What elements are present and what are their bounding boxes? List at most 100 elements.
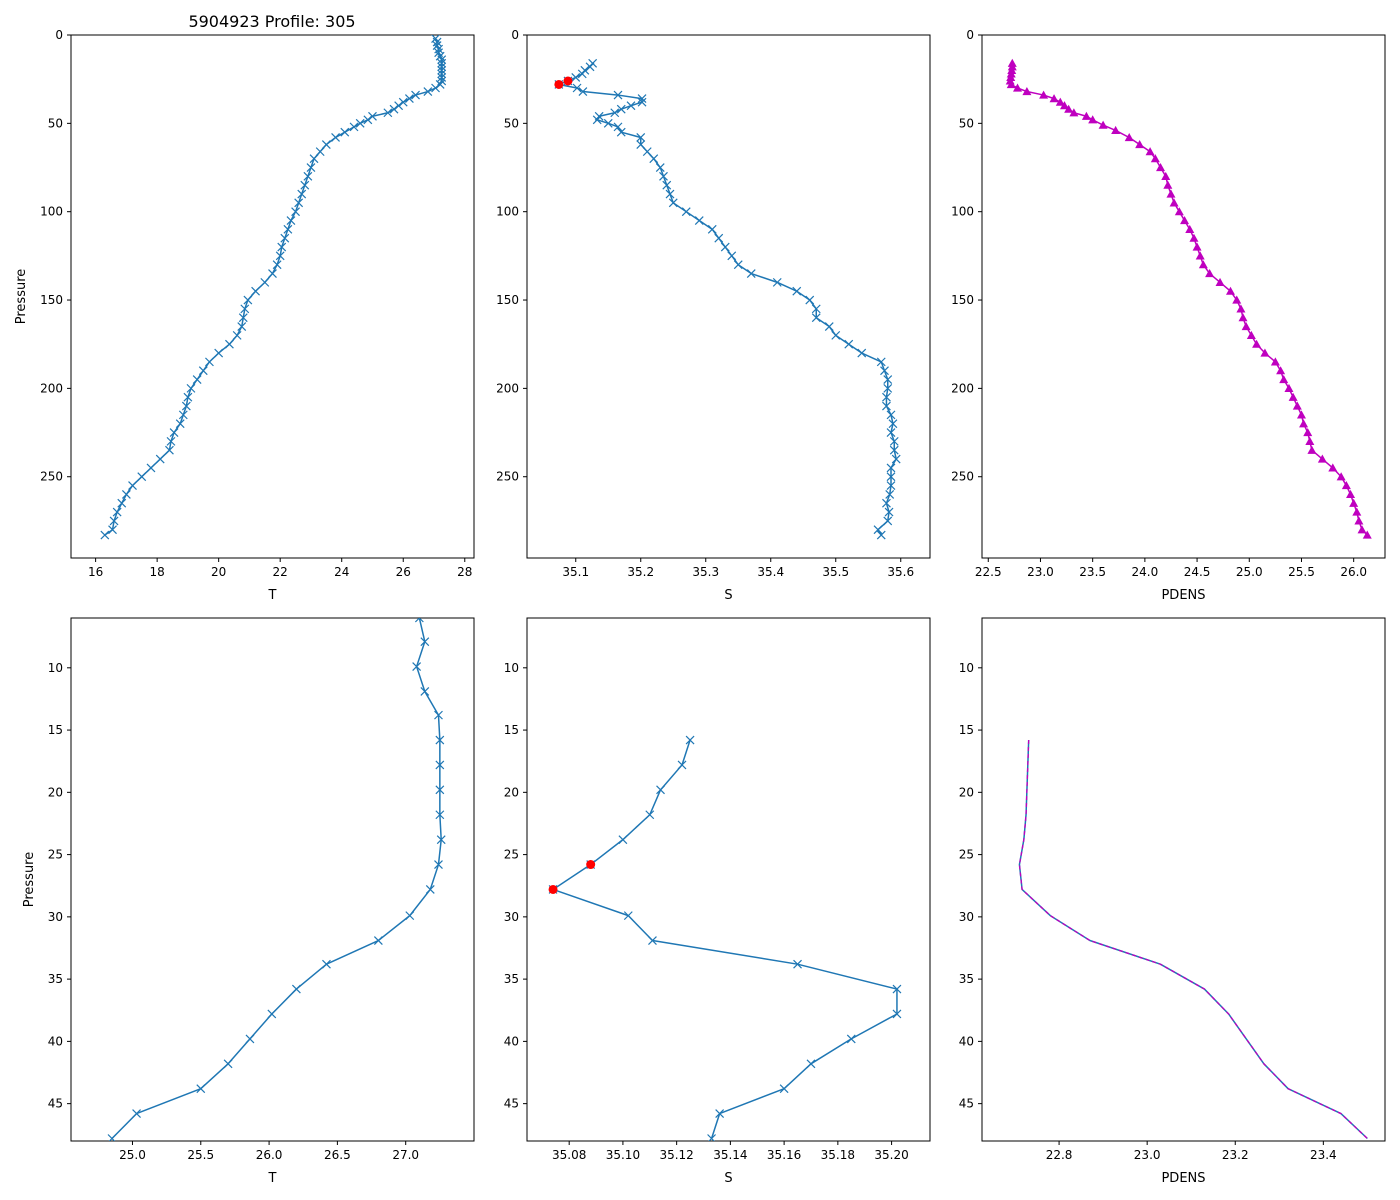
data-layer xyxy=(107,618,446,1141)
data-point xyxy=(1296,410,1306,419)
data-point xyxy=(888,419,898,429)
y-tick-label: 30 xyxy=(48,910,63,924)
y-tick-label: 200 xyxy=(951,381,974,395)
charts-container: 16 18 20 22 24 26 28050100150200250TPressure35… xyxy=(14,28,1386,1186)
data-point xyxy=(155,454,165,464)
series-line xyxy=(111,618,442,1140)
y-tick-label: 0 xyxy=(55,28,63,42)
data-point xyxy=(636,140,646,149)
x-axis-label: T xyxy=(268,1171,277,1186)
data-point xyxy=(260,277,270,287)
data-point xyxy=(572,83,582,93)
data-point xyxy=(434,710,443,720)
x-tick-label: 18 xyxy=(149,565,164,579)
data-point xyxy=(626,101,636,111)
data-point xyxy=(1305,436,1315,445)
data-point xyxy=(1059,101,1069,110)
data-point xyxy=(623,911,633,921)
data-point xyxy=(1232,295,1242,304)
chart-top-t: 16 18 20 22 24 26 28 0 50 100 150 200 250 T Pressure xyxy=(14,28,475,603)
data-point xyxy=(137,472,147,482)
data-point xyxy=(214,348,224,358)
data-point xyxy=(435,810,445,820)
data-point xyxy=(1135,140,1145,149)
x-tick-label: 23.2 xyxy=(1222,1148,1249,1162)
x-tick-label: 26.0 xyxy=(256,1148,283,1162)
data-point xyxy=(883,383,893,393)
chart-bottom-pdens: 22.8 23.0 23.2 23.4 10 15 20 25 30 35 40 45 PDENS xyxy=(959,617,1386,1186)
data-point xyxy=(291,207,300,217)
data-point xyxy=(1225,286,1235,295)
data-point xyxy=(677,760,687,770)
data-point xyxy=(436,835,446,845)
x-axis-label: S xyxy=(724,1171,732,1186)
data-point xyxy=(108,525,117,535)
data-point xyxy=(1349,498,1359,507)
data-point xyxy=(275,251,285,261)
x-tick-label: 23.0 xyxy=(1134,1148,1161,1162)
data-point xyxy=(746,269,756,278)
y-tick-label: 10 xyxy=(48,661,63,675)
data-point xyxy=(186,383,196,393)
data-point xyxy=(892,984,902,994)
data-point xyxy=(665,189,675,199)
y-tick-label: 25 xyxy=(504,848,519,862)
y-tick-label: 45 xyxy=(959,1097,974,1111)
data-point xyxy=(1346,489,1356,498)
data-point xyxy=(196,1084,206,1094)
data-point xyxy=(645,810,655,820)
x-tick-label: 24.5 xyxy=(1184,565,1211,579)
data-point xyxy=(886,481,896,490)
data-point xyxy=(648,936,657,945)
plot-area xyxy=(70,34,475,559)
data-point xyxy=(656,785,665,795)
x-tick-label: 22.5 xyxy=(975,565,1002,579)
data-point xyxy=(286,216,296,225)
data-point xyxy=(1236,304,1246,313)
flag-point xyxy=(554,79,564,89)
data-point xyxy=(891,454,901,464)
data-point xyxy=(824,322,834,331)
data-layer xyxy=(1018,740,1368,1140)
y-tick-label: 20 xyxy=(504,785,519,799)
data-layer xyxy=(554,58,901,540)
data-point xyxy=(1174,207,1184,216)
data-point xyxy=(192,375,202,384)
data-point xyxy=(618,835,628,845)
data-point xyxy=(613,122,623,132)
data-point xyxy=(232,330,242,340)
data-point xyxy=(100,530,110,540)
x-tick-label: 35.12 xyxy=(659,1148,693,1162)
data-point xyxy=(578,87,588,96)
y-tick-label: 20 xyxy=(48,785,63,799)
data-point xyxy=(1276,366,1286,375)
x-tick-label: 26.0 xyxy=(1340,565,1367,579)
data-point xyxy=(707,1134,716,1141)
data-point xyxy=(181,401,191,411)
data-point xyxy=(806,1059,816,1069)
data-point xyxy=(655,163,665,172)
x-tick-label: 35.5 xyxy=(822,565,849,579)
y-tick-label: 150 xyxy=(496,293,519,307)
y-tick-label: 100 xyxy=(951,205,974,219)
x-tick-label: 35.3 xyxy=(692,565,719,579)
x-tick-label: 35.20 xyxy=(874,1148,908,1162)
figure-title: 5904923 Profile: 305 xyxy=(188,12,355,31)
y-axis-label: Pressure xyxy=(22,852,37,908)
data-point xyxy=(616,127,626,137)
x-axis-label: T xyxy=(268,588,277,603)
data-point xyxy=(175,419,185,429)
data-point xyxy=(882,498,891,508)
data-point xyxy=(331,133,340,142)
data-point xyxy=(1189,233,1199,242)
data-point xyxy=(405,911,415,921)
y-tick-label: 50 xyxy=(48,116,63,130)
data-point xyxy=(394,101,404,111)
data-point xyxy=(309,154,319,164)
data-point xyxy=(389,104,399,114)
data-point xyxy=(300,180,310,190)
data-point xyxy=(1039,90,1049,99)
flag-point xyxy=(548,884,558,894)
data-point xyxy=(425,885,435,894)
data-point xyxy=(1150,154,1160,163)
